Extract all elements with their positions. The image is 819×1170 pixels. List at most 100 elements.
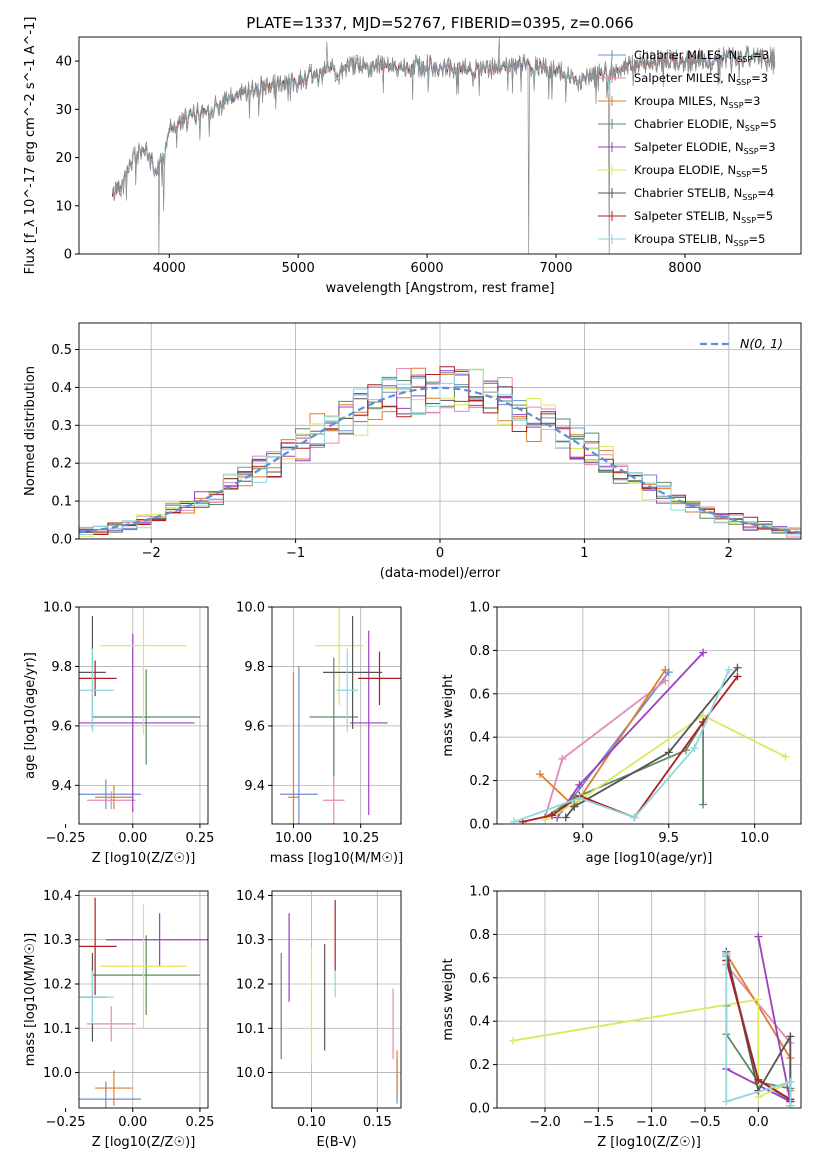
y-tick-label: 10.4 xyxy=(43,889,72,904)
x-tick-label: 5000 xyxy=(282,261,315,276)
x-tick-label: 6000 xyxy=(411,261,444,276)
y-tick-label: 1.0 xyxy=(469,885,490,900)
series-marker xyxy=(664,748,673,757)
panel-mass-vs-ebv: 0.10 0.15 10.0 10.1 10.2 10.3 10.4 E(B-V) xyxy=(236,889,402,1150)
x-tick-label: 0 xyxy=(436,546,444,561)
x-tick-label: 2 xyxy=(725,546,733,561)
series-marker xyxy=(699,800,708,809)
series-line xyxy=(564,667,739,819)
y-tick-label: 10.2 xyxy=(43,978,72,993)
series-marker xyxy=(575,793,584,802)
point-salpeter-elodie xyxy=(105,913,208,967)
y-tick-label: 0.2 xyxy=(51,457,72,472)
plot-body-spectrum xyxy=(112,37,776,254)
y-tick-label: 10.1 xyxy=(236,1022,265,1037)
series-marker xyxy=(786,1077,795,1086)
series-marker xyxy=(661,665,670,674)
panel-residuals: −2 −1 0 1 2 0.0 0.1 0.2 0.3 0.4 0.5 (data-model)/er… xyxy=(23,322,802,581)
legend-label: Salpeter MILES, NSSP=3 xyxy=(634,71,768,87)
y-tick-label: 0.0 xyxy=(51,533,72,548)
series-line xyxy=(522,675,739,823)
series-marker xyxy=(570,802,579,811)
figure-title: PLATE=1337, MJD=52767, FIBERID=0395, z=0… xyxy=(246,14,633,32)
x-axis-label: (data-model)/error xyxy=(380,566,501,581)
series-kroupa-miles xyxy=(535,665,670,811)
y-tick-label: 0.0 xyxy=(469,818,490,833)
y-tick-label: 9.6 xyxy=(51,719,72,734)
series-marker xyxy=(509,1036,517,1045)
x-tick-label: 7000 xyxy=(539,261,572,276)
panel-spectrum: 4000 5000 6000 7000 8000 0 10 20 30 40 wavelength … xyxy=(23,17,802,296)
legend-label: Kroupa STELIB, NSSP=5 xyxy=(634,232,765,248)
series-marker xyxy=(722,949,731,958)
point-kroupa-elodie xyxy=(100,607,187,735)
x-tick-label: 0.25 xyxy=(185,1115,214,1130)
series-marker xyxy=(547,811,556,820)
legend-label-normal: N(0, 1) xyxy=(740,336,783,351)
series-marker xyxy=(733,663,742,672)
y-tick-label: 10.3 xyxy=(236,933,265,948)
y-tick-label: 0.4 xyxy=(469,731,490,746)
axes-frame xyxy=(271,606,402,825)
series-marker xyxy=(722,1097,731,1106)
axes-frame xyxy=(78,890,209,1109)
point-chabrier-elodie xyxy=(92,669,200,765)
y-tick-label: 0.3 xyxy=(51,419,72,434)
y-tick-label: 40 xyxy=(55,55,72,70)
series-marker xyxy=(733,672,742,681)
point-kroupa-elodie xyxy=(100,904,187,1029)
y-tick-label: 30 xyxy=(55,103,72,118)
series-marker xyxy=(558,754,567,763)
x-axis-label: wavelength [Angstrom, rest frame] xyxy=(326,281,555,296)
y-tick-label: 10.0 xyxy=(236,1066,265,1081)
series-line xyxy=(725,953,792,1106)
series-marker xyxy=(754,1075,763,1084)
y-tick-label: 10.2 xyxy=(236,978,265,993)
point-salpeter-miles xyxy=(87,1006,136,1042)
y-tick-label: 0.1 xyxy=(51,495,72,510)
series-salpeter-stelib xyxy=(518,672,742,824)
legend-label: Kroupa MILES, NSSP=3 xyxy=(634,94,760,110)
y-tick-label: 0.2 xyxy=(469,774,490,789)
y-tick-label: 10.0 xyxy=(43,601,72,616)
x-tick-label: 0.0 xyxy=(748,1115,769,1130)
y-tick-label: 0.5 xyxy=(51,343,72,358)
y-tick-label: 1.0 xyxy=(469,601,490,616)
x-axis-label: Z [log10(Z/Z☉)] xyxy=(597,1135,701,1150)
x-tick-label: 9.0 xyxy=(573,831,594,846)
series-marker xyxy=(754,995,763,1004)
y-tick-label: 10.3 xyxy=(43,933,72,948)
point-chabrier-elodie xyxy=(309,657,358,777)
x-tick-label: −2.0 xyxy=(529,1115,561,1130)
series-kroupa-elodie xyxy=(541,711,790,824)
x-axis-label: E(B-V) xyxy=(316,1135,356,1150)
y-axis-label: mass weight xyxy=(441,674,456,756)
series-chabrier-stelib xyxy=(561,663,742,822)
point-chabrier-miles xyxy=(79,779,141,810)
point-salpeter-miles xyxy=(87,791,136,810)
x-tick-label: 0.10 xyxy=(297,1115,326,1130)
series-marker xyxy=(781,752,790,761)
axes-frame xyxy=(271,890,402,1109)
y-tick-label: 10.0 xyxy=(43,1066,72,1081)
x-tick-label: 0.00 xyxy=(118,831,147,846)
legend-label: Kroupa ELODIE, NSSP=5 xyxy=(634,163,768,179)
y-tick-label: 9.8 xyxy=(244,660,265,675)
point-kroupa-miles xyxy=(288,672,299,824)
x-axis-label: age [log10(age/yr)] xyxy=(586,851,713,866)
point-chabrier-stelib xyxy=(323,615,383,729)
series-marker xyxy=(561,813,570,822)
y-tick-label: 0.4 xyxy=(51,381,72,396)
plot-area: 4000 5000 6000 7000 8000010203040wavelength … xyxy=(23,17,802,1150)
series-marker xyxy=(699,648,708,657)
x-tick-label: 0.15 xyxy=(363,1115,392,1130)
axes-frame xyxy=(78,606,209,825)
point-kroupa-miles xyxy=(95,1070,133,1106)
x-tick-label: −2 xyxy=(142,546,161,561)
y-tick-label: 0.6 xyxy=(469,971,490,986)
y-tick-label: 10.4 xyxy=(236,889,265,904)
x-tick-label: −1.0 xyxy=(636,1115,668,1130)
series-marker xyxy=(630,813,639,822)
point-salpeter-stelib xyxy=(79,897,117,996)
